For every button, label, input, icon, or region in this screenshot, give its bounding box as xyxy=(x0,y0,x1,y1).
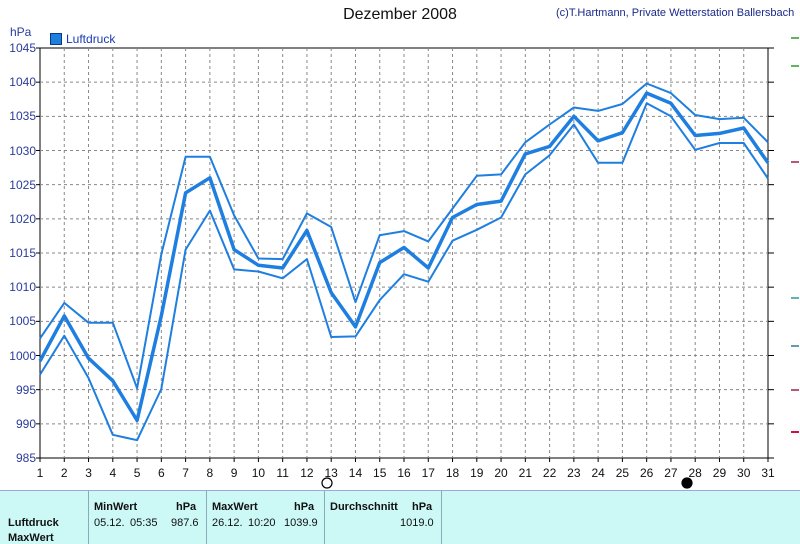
x-tick-label: 30 xyxy=(737,466,751,480)
x-tick-label: 9 xyxy=(230,466,238,480)
max-time: 10:20 xyxy=(248,517,276,529)
x-tick-label: 27 xyxy=(664,466,678,480)
right-side-strip xyxy=(783,32,800,490)
min-date: 05.12. xyxy=(94,517,125,529)
min-unit: hPa xyxy=(176,501,197,513)
stats-separator xyxy=(206,491,207,544)
x-tick-label: 24 xyxy=(591,466,605,480)
x-tick-label: 22 xyxy=(542,466,557,480)
x-tick-label: 29 xyxy=(712,466,727,480)
min-value: 987.6 xyxy=(171,517,199,529)
y-tick-label: 1040 xyxy=(9,75,36,90)
chart-grid xyxy=(36,47,774,462)
x-tick-label: 23 xyxy=(567,466,581,480)
y-tick-label: 1030 xyxy=(9,143,36,158)
y-tick-label: 990 xyxy=(15,416,36,431)
x-tick-label: 15 xyxy=(373,466,387,480)
full-moon-icon xyxy=(321,477,333,489)
series-line-min xyxy=(39,102,769,442)
stats-separator xyxy=(324,491,325,544)
avg-unit: hPa xyxy=(412,501,433,513)
y-tick-label: 1025 xyxy=(9,177,36,192)
stats-panel: Luftdruck MaxWert MinWert hPa 05.12. 05:… xyxy=(0,490,800,544)
x-tick-label: 18 xyxy=(445,466,460,480)
y-tick-label: 1015 xyxy=(9,246,36,260)
min-header: MinWert xyxy=(94,501,138,513)
x-tick-label: 1 xyxy=(36,466,44,480)
y-tick-label: 1035 xyxy=(9,109,36,124)
x-tick-label: 7 xyxy=(182,466,189,480)
y-tick-label: 1045 xyxy=(9,41,36,55)
x-tick-label: 12 xyxy=(300,466,314,480)
series-line-avg xyxy=(38,91,770,423)
credit-text: (c)T.Hartmann, Private Wetterstation Bal… xyxy=(556,7,795,19)
min-time: 05:35 xyxy=(130,517,158,529)
x-tick-label: 2 xyxy=(60,466,68,480)
x-tick-label: 26 xyxy=(639,466,654,480)
stats-row-label: MaxWert xyxy=(8,532,54,544)
x-tick-label: 3 xyxy=(85,466,92,480)
stats-separator xyxy=(441,491,442,544)
x-tick-label: 5 xyxy=(133,466,141,480)
max-value: 1039.9 xyxy=(284,517,318,529)
y-tick-label: 985 xyxy=(15,451,36,465)
x-tick-label: 19 xyxy=(470,466,484,480)
max-unit: hPa xyxy=(294,501,315,513)
pressure-chart xyxy=(36,47,774,489)
x-tick-label: 10 xyxy=(251,466,266,480)
x-tick-label: 20 xyxy=(494,466,508,480)
x-tick-label: 4 xyxy=(109,466,117,480)
legend-label: Luftdruck xyxy=(66,32,116,46)
x-tick-label: 11 xyxy=(276,466,289,480)
y-axis-unit: hPa xyxy=(10,25,32,39)
x-tick-label: 31 xyxy=(761,466,775,480)
new-moon-icon xyxy=(681,477,693,489)
chart-markers xyxy=(321,477,693,489)
y-tick-label: 1005 xyxy=(9,314,36,329)
legend[interactable]: Luftdruck xyxy=(50,32,115,46)
x-tick-label: 13 xyxy=(324,466,338,480)
x-tick-label: 28 xyxy=(688,466,702,480)
series-line-max xyxy=(39,82,769,390)
max-header: MaxWert xyxy=(212,501,258,513)
x-tick-label: 17 xyxy=(421,466,435,480)
x-tick-label: 6 xyxy=(157,466,165,480)
y-tick-label: 995 xyxy=(15,382,36,397)
max-date: 26.12. xyxy=(212,517,243,529)
right-side-ticks xyxy=(791,37,799,433)
avg-header: Durchschnitt xyxy=(330,501,398,513)
chart-title: Dezember 2008 xyxy=(343,6,457,23)
stats-row-label: Luftdruck xyxy=(8,517,59,529)
chart-series xyxy=(38,82,770,442)
x-tick-label: 25 xyxy=(615,466,630,480)
x-tick-label: 21 xyxy=(518,466,532,480)
y-tick-label: 1000 xyxy=(9,348,36,363)
y-tick-label: 1020 xyxy=(9,211,36,226)
x-tick-label: 14 xyxy=(348,466,363,480)
legend-swatch xyxy=(50,33,62,45)
y-tick-label: 1010 xyxy=(9,280,36,295)
avg-value: 1019.0 xyxy=(400,517,434,529)
x-tick-label: 8 xyxy=(206,466,214,480)
x-tick-label: 16 xyxy=(397,466,411,480)
stats-separator xyxy=(88,491,89,544)
